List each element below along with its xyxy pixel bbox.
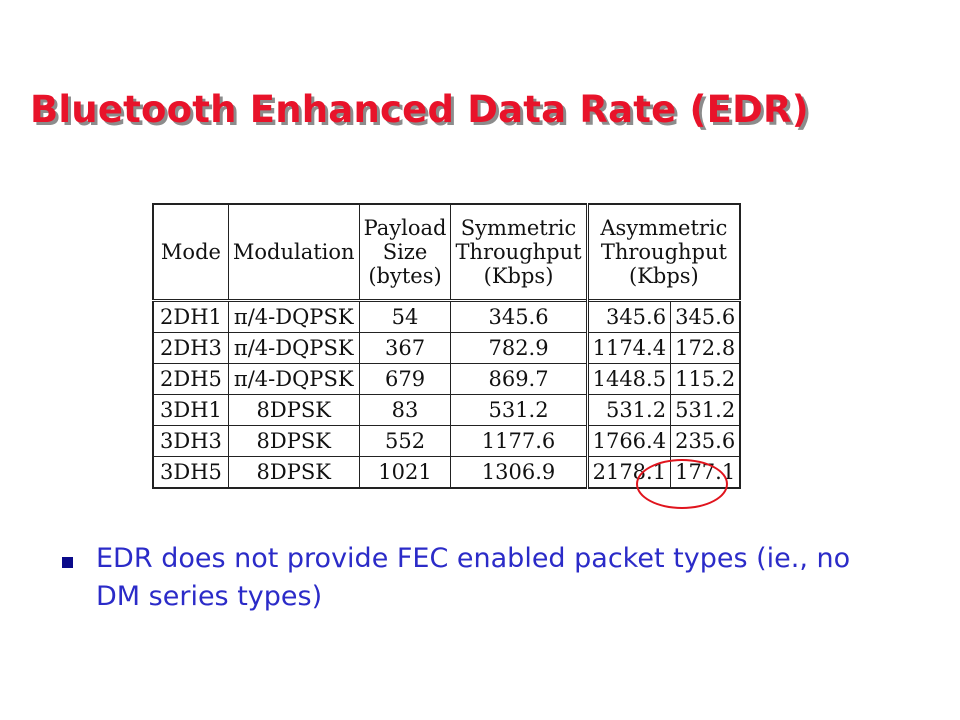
table-row: 3DH1 8DPSK 83 531.2 531.2 531.2: [152, 394, 741, 426]
cell-symmetric: 1306.9: [450, 456, 589, 489]
cell-asymmetric-reverse: 345.6: [670, 299, 741, 333]
cell-asymmetric-reverse: 115.2: [670, 363, 741, 395]
table-header-row: Mode Modulation Payload Size (bytes) Sym…: [152, 203, 741, 301]
cell-mode: 2DH1: [152, 299, 229, 333]
cell-symmetric: 1177.6: [450, 425, 589, 457]
cell-asymmetric-reverse: 531.2: [670, 394, 741, 426]
cell-asymmetric-reverse: 172.8: [670, 332, 741, 364]
cell-payload: 679: [358, 363, 452, 395]
cell-asymmetric-forward: 345.6: [586, 299, 672, 333]
slide-title: Bluetooth Enhanced Data Rate (EDR): [30, 88, 809, 131]
cell-modulation: 8DPSK: [227, 425, 360, 457]
cell-payload: 367: [358, 332, 452, 364]
cell-modulation: 8DPSK: [227, 456, 360, 489]
table-row: 2DH5 π/4-DQPSK 679 869.7 1448.5 115.2: [152, 363, 741, 395]
cell-mode: 3DH3: [152, 425, 229, 457]
cell-symmetric: 531.2: [450, 394, 589, 426]
cell-asymmetric-forward: 1766.4: [586, 425, 672, 457]
cell-mode: 2DH5: [152, 363, 229, 395]
header-symmetric-throughput: Symmetric Throughput (Kbps): [450, 203, 589, 301]
cell-modulation: 8DPSK: [227, 394, 360, 426]
square-bullet-icon: [62, 557, 73, 568]
table-row: 3DH3 8DPSK 552 1177.6 1766.4 235.6: [152, 425, 741, 457]
cell-symmetric: 345.6: [450, 299, 589, 333]
header-modulation: Modulation: [227, 203, 360, 301]
cell-modulation: π/4-DQPSK: [227, 299, 360, 333]
cell-asymmetric-forward: 1448.5: [586, 363, 672, 395]
header-payload-size: Payload Size (bytes): [358, 203, 452, 301]
cell-mode: 3DH5: [152, 456, 229, 489]
table-row: 2DH1 π/4-DQPSK 54 345.6 345.6 345.6: [152, 299, 741, 333]
cell-mode: 2DH3: [152, 332, 229, 364]
edr-table-container: Mode Modulation Payload Size (bytes) Sym…: [152, 203, 742, 489]
cell-payload: 552: [358, 425, 452, 457]
table-row: 2DH3 π/4-DQPSK 367 782.9 1174.4 172.8: [152, 332, 741, 364]
table-row: 3DH5 8DPSK 1021 1306.9 2178.1 177.1: [152, 456, 741, 489]
cell-modulation: π/4-DQPSK: [227, 332, 360, 364]
highlight-circle-annotation: [636, 459, 728, 509]
cell-asymmetric-reverse: 235.6: [670, 425, 741, 457]
cell-mode: 3DH1: [152, 394, 229, 426]
header-asymmetric-throughput: Asymmetric Throughput (Kbps): [586, 203, 741, 301]
header-mode: Mode: [152, 203, 229, 301]
bullet-item-text: EDR does not provide FEC enabled packet …: [96, 543, 851, 612]
edr-modes-table: Mode Modulation Payload Size (bytes) Sym…: [152, 203, 742, 489]
cell-asymmetric-forward: 531.2: [586, 394, 672, 426]
cell-symmetric: 782.9: [450, 332, 589, 364]
cell-payload: 54: [358, 299, 452, 333]
cell-symmetric: 869.7: [450, 363, 589, 395]
cell-asymmetric-forward: 1174.4: [586, 332, 672, 364]
cell-payload: 83: [358, 394, 452, 426]
cell-payload: 1021: [358, 456, 452, 489]
cell-modulation: π/4-DQPSK: [227, 363, 360, 395]
